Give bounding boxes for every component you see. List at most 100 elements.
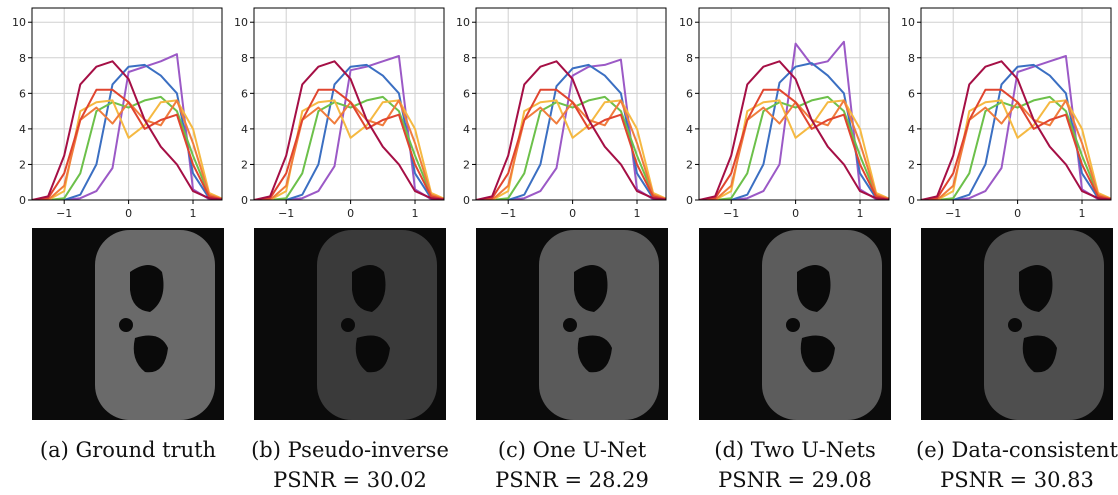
ct-airway: [341, 318, 355, 332]
y-tick-label: 4: [241, 123, 248, 136]
caption: (c) One U-Net: [498, 438, 647, 462]
ct-lung: [133, 335, 168, 373]
series-line: [32, 95, 222, 200]
axes-frame: [475, 7, 667, 201]
series-line: [32, 63, 222, 200]
ct-lung: [355, 335, 390, 373]
y-tick-label: 0: [241, 194, 248, 207]
series-line: [254, 60, 444, 200]
y-tick-label: 10: [901, 16, 915, 29]
panel: 0 2 4 6 8 10 −1 0 1 (d) Two U-Nets PSNR = 29.08: [679, 7, 891, 492]
ct-body: [762, 230, 882, 420]
series-line: [476, 88, 666, 200]
y-tick-label: 8: [19, 52, 26, 65]
x-tick-label: 1: [412, 207, 419, 220]
ct-lung: [577, 335, 612, 373]
series-line: [254, 88, 444, 200]
y-tick-label: 10: [679, 16, 693, 29]
x-tick-label: 1: [634, 207, 641, 220]
ct-airway: [563, 318, 577, 332]
axes-frame: [31, 7, 223, 201]
panel: 0 2 4 6 8 10 −1 0 1 (c) One U-Net PSNR = 28.29: [456, 7, 668, 492]
y-tick-label: 2: [241, 158, 248, 171]
series-line: [699, 60, 889, 200]
series-line: [699, 99, 889, 200]
axes-frame: [920, 7, 1112, 201]
y-tick-label: 0: [19, 194, 26, 207]
ct-body: [984, 230, 1104, 420]
x-tick-label: −1: [278, 207, 294, 220]
x-tick-label: 0: [569, 207, 576, 220]
psnr: PSNR = 30.83: [940, 468, 1094, 492]
psnr: PSNR = 28.29: [495, 468, 649, 492]
x-tick-label: −1: [500, 207, 516, 220]
series-line: [32, 60, 222, 200]
ct-lung: [1019, 265, 1053, 312]
x-tick-label: 0: [792, 207, 799, 220]
series-line: [699, 88, 889, 200]
y-tick-label: 6: [463, 87, 470, 100]
ct-body: [317, 230, 437, 420]
y-tick-label: 10: [12, 16, 26, 29]
y-tick-label: 10: [234, 16, 248, 29]
y-tick-label: 0: [463, 194, 470, 207]
series-line: [699, 62, 889, 200]
series-line: [254, 63, 444, 200]
caption: (d) Two U-Nets: [714, 438, 876, 462]
y-tick-label: 0: [908, 194, 915, 207]
psnr: PSNR = 29.08: [718, 468, 872, 492]
y-tick-label: 8: [908, 52, 915, 65]
y-tick-label: 4: [463, 123, 470, 136]
panel: 0 2 4 6 8 10 −1 0 1 (a) Ground truth: [12, 7, 224, 462]
ct-lung: [130, 265, 164, 312]
series-line: [476, 63, 666, 200]
y-tick-label: 8: [463, 52, 470, 65]
ct-lung: [1022, 335, 1057, 373]
y-tick-label: 4: [908, 123, 915, 136]
ct-lung: [352, 265, 386, 312]
y-tick-label: 0: [686, 194, 693, 207]
x-tick-label: −1: [723, 207, 739, 220]
caption: (a) Ground truth: [40, 438, 216, 462]
ct-lung: [797, 265, 831, 312]
series-line: [32, 88, 222, 200]
y-tick-label: 8: [241, 52, 248, 65]
series-line: [921, 88, 1111, 200]
y-tick-label: 4: [686, 123, 693, 136]
series-line: [921, 95, 1111, 200]
series-line: [921, 99, 1111, 200]
y-tick-label: 2: [19, 158, 26, 171]
y-tick-label: 2: [463, 158, 470, 171]
y-tick-label: 4: [19, 123, 26, 136]
x-tick-label: 0: [1014, 207, 1021, 220]
ct-lung: [574, 265, 608, 312]
x-tick-label: 1: [1079, 207, 1086, 220]
y-tick-label: 6: [686, 87, 693, 100]
y-tick-label: 2: [686, 158, 693, 171]
ct-body: [539, 230, 659, 420]
axes-frame: [698, 7, 890, 201]
ct-airway: [786, 318, 800, 332]
series-line: [921, 60, 1111, 200]
series-line: [254, 99, 444, 200]
series-line: [32, 99, 222, 200]
series-line: [476, 99, 666, 200]
x-tick-label: 1: [190, 207, 197, 220]
ct-lung: [800, 335, 835, 373]
y-tick-label: 2: [908, 158, 915, 171]
caption: (e) Data-consistent: [916, 438, 1118, 462]
series-line: [254, 95, 444, 200]
panel: 0 2 4 6 8 10 −1 0 1 (b) Pseudo-inverse PSNR = 30.0…: [234, 7, 449, 492]
panel: 0 2 4 6 8 10 −1 0 1 (e) Data-consistent PSNR = 30.…: [901, 7, 1118, 492]
caption: (b) Pseudo-inverse: [251, 438, 449, 462]
ct-airway: [1008, 318, 1022, 332]
series-line: [476, 95, 666, 200]
series-line: [699, 95, 889, 200]
series-line: [476, 60, 666, 200]
x-tick-label: 1: [857, 207, 864, 220]
y-tick-label: 8: [686, 52, 693, 65]
y-tick-label: 6: [19, 87, 26, 100]
y-tick-label: 6: [241, 87, 248, 100]
axes-frame: [253, 7, 445, 201]
